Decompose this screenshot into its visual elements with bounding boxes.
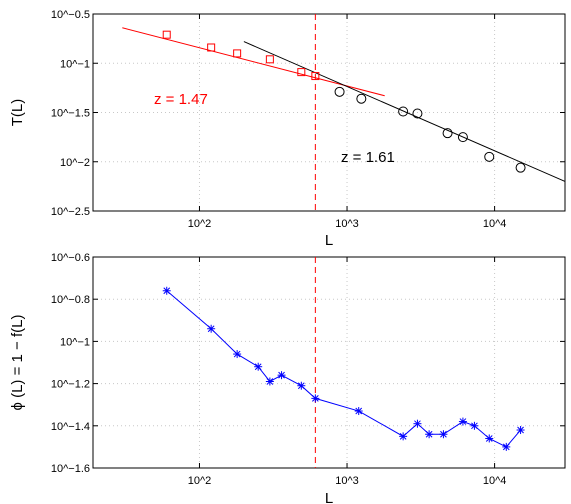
data-point-asterisk — [207, 324, 216, 333]
data-point-asterisk — [516, 426, 525, 435]
data-point-asterisk — [311, 394, 320, 403]
fit-line-red — [122, 27, 385, 97]
data-point-circle — [457, 132, 468, 143]
bottom-x-axis-label: L — [325, 490, 333, 504]
x-tick-label: 10^3 — [335, 218, 359, 230]
data-point-circle — [356, 93, 367, 104]
data-point-square — [311, 72, 320, 81]
y-tick-label: 10^−1 — [60, 336, 90, 348]
data-point-circle — [515, 162, 526, 173]
data-point-asterisk — [354, 407, 363, 416]
y-tick-label: 10^−1 — [60, 58, 90, 70]
data-point-asterisk — [439, 430, 448, 439]
data-point-asterisk — [265, 377, 274, 386]
data-point-asterisk — [297, 381, 306, 390]
x-tick-label: 10^2 — [188, 218, 212, 230]
y-tick-label: 10^−1.5 — [51, 108, 90, 120]
data-point-asterisk — [162, 286, 171, 295]
data-point-asterisk — [254, 362, 263, 371]
data-point-circle — [334, 86, 345, 97]
fit-label-red: z = 1.47 — [154, 91, 208, 108]
bottom-panel: 10^2 10^3 10^4 10^−0.6 10^−0.8 10^−1 10^−1.2 10… — [9, 252, 566, 504]
data-point-circle — [412, 108, 423, 119]
y-tick-label: 10^−0.5 — [51, 9, 90, 21]
top-x-axis-label: L — [325, 232, 333, 249]
x-tick-label: 10^3 — [335, 475, 359, 487]
fit-label-black: z = 1.61 — [341, 149, 395, 166]
bottom-marks — [162, 257, 525, 468]
data-point-square — [297, 68, 306, 77]
y-tick-label: 10^−2 — [60, 157, 90, 169]
data-point-asterisk — [470, 421, 479, 430]
data-point-asterisk — [413, 419, 422, 428]
data-point-circle — [484, 151, 495, 162]
data-point-asterisk — [425, 430, 434, 439]
data-point-asterisk — [277, 371, 286, 380]
y-tick-label: 10^−0.8 — [51, 294, 90, 306]
data-point-square — [207, 43, 216, 52]
bottom-grid — [93, 257, 565, 468]
x-tick-label: 10^4 — [483, 475, 507, 487]
data-point-asterisk — [458, 417, 467, 426]
y-tick-label: 10^−0.6 — [51, 252, 90, 264]
top-grid — [93, 14, 565, 211]
data-point-asterisk — [399, 432, 408, 441]
y-tick-label: 10^−2.5 — [51, 206, 90, 218]
top-panel: 10^2 10^3 10^4 10^−0.5 10^−1 10^−1.5 10^−2 10^−… — [9, 9, 566, 249]
data-point-circle — [398, 106, 409, 117]
data-point-square — [233, 49, 242, 58]
data-point-asterisk — [502, 442, 511, 451]
x-tick-label: 10^4 — [483, 218, 507, 230]
series-line — [166, 290, 521, 448]
data-point-asterisk — [485, 434, 494, 443]
y-tick-label: 10^−1.2 — [51, 379, 90, 391]
fit-line-black — [243, 41, 566, 182]
data-point-asterisk — [233, 350, 242, 359]
top-marks — [122, 14, 566, 211]
top-ticks: 10^2 10^3 10^4 10^−0.5 10^−1 10^−1.5 10^−2 10^−… — [51, 9, 565, 230]
bottom-ticks: 10^2 10^3 10^4 10^−0.6 10^−0.8 10^−1 10^−1.2 10… — [51, 252, 565, 487]
data-point-square — [265, 55, 274, 64]
bottom-axes-frame — [92, 256, 566, 469]
data-point-square — [162, 30, 171, 39]
y-tick-label: 10^−1.4 — [51, 421, 90, 433]
x-tick-label: 10^2 — [188, 475, 212, 487]
top-y-axis-label: T(L) — [9, 99, 26, 127]
y-tick-label: 10^−1.6 — [51, 463, 90, 475]
bottom-y-axis-label: ϕ (L) = 1 − f(L) — [9, 315, 26, 411]
data-point-circle — [442, 128, 453, 139]
